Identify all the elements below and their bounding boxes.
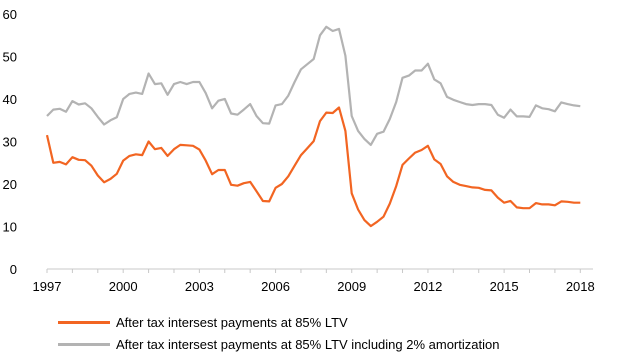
- x-tick-label: 2012: [413, 279, 442, 294]
- x-tick-label: 2006: [261, 279, 290, 294]
- x-tick-label: 2015: [490, 279, 519, 294]
- x-tick-label: 2000: [109, 279, 138, 294]
- y-tick-label: 30: [3, 135, 17, 150]
- x-tick-label: 2018: [566, 279, 595, 294]
- y-tick-label: 60: [3, 7, 17, 22]
- x-axis-ticks: 1997 2000 2003 2006 2009 2012 2015 2018: [33, 279, 595, 294]
- y-tick-label: 50: [3, 50, 17, 65]
- series-line-interest: [45, 106, 581, 228]
- legend-swatch-amortization: [58, 343, 110, 346]
- y-tick-label: 10: [3, 220, 17, 235]
- x-tick-label: 2009: [337, 279, 366, 294]
- y-axis-ticks: 0 10 20 30 40 50 60: [3, 7, 17, 277]
- x-tick-label: 2003: [185, 279, 214, 294]
- legend-label-amortization: After tax intersest payments at 85% LTV …: [116, 337, 500, 352]
- x-tick-label: 1997: [33, 279, 62, 294]
- legend-item-interest: After tax intersest payments at 85% LTV: [58, 315, 348, 330]
- y-tick-label: 0: [10, 262, 17, 277]
- y-tick-label: 20: [3, 177, 17, 192]
- legend-item-amortization: After tax intersest payments at 85% LTV …: [58, 337, 499, 352]
- y-tick-label: 40: [3, 92, 17, 107]
- x-axis-tick-marks: [46, 269, 581, 273]
- legend-swatch-interest: [58, 321, 110, 324]
- line-chart: 0 10 20 30 40 50 60 1997 2000 2003 2006 2009 2012 20…: [3, 7, 595, 294]
- legend-label-interest: After tax intersest payments at 85% LTV: [116, 315, 348, 330]
- series-lines: [45, 25, 581, 228]
- series-line-amortization: [46, 25, 581, 146]
